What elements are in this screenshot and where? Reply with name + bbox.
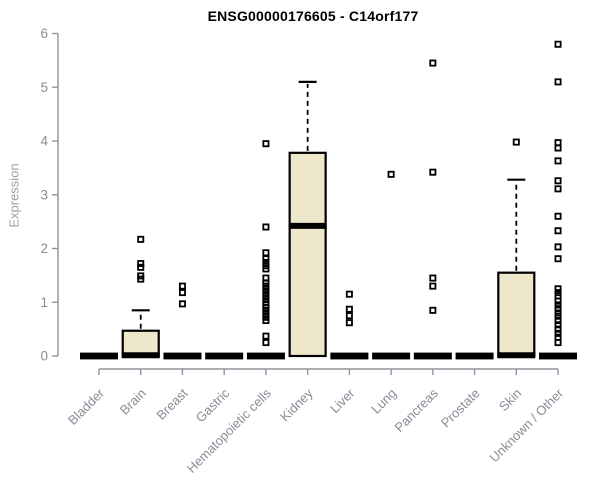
outlier-hematopoietic-cells [262,255,270,263]
outlier-hematopoietic-cells [262,339,270,347]
box-gastric [205,352,244,360]
outlier-unknown-other [554,339,562,347]
chart-title: ENSG00000176605 - C14orf177 [207,8,419,24]
outlier-unknown-other [554,177,562,185]
outlier-brain [137,275,145,283]
outlier-breast [178,300,186,308]
outlier-hematopoietic-cells [262,249,270,257]
x-tick-label-prostate: Prostate [438,386,483,431]
box-skin [497,271,536,358]
x-tick-label-liver: Liver [327,385,358,416]
outlier-unknown-other [554,285,562,293]
box-kidney [288,151,327,358]
outlier-unknown-other [554,139,562,147]
outlier-unknown-other [554,305,562,313]
outlier-skin [512,138,520,146]
box-bladder [80,352,118,360]
outlier-pancreas [429,282,437,290]
x-tick-label-skin: Skin [496,386,524,414]
outlier-unknown-other [554,40,562,48]
box-prostate [455,352,494,360]
box-pancreas [413,352,452,360]
box-unknown-other [539,352,578,360]
outlier-pancreas [429,274,437,282]
outlier-liver [345,290,353,298]
box-lung [372,352,411,360]
outlier-unknown-other [554,185,562,193]
y-tick-label: 3 [40,187,48,202]
outlier-hematopoietic-cells [262,317,270,325]
x-tick-label-bladder: Bladder [65,385,108,428]
y-tick-label: 5 [40,80,48,95]
y-tick-label: 1 [40,295,48,310]
x-tick-label-breast: Breast [153,385,190,422]
outlier-unknown-other [554,144,562,152]
outlier-unknown-other [554,297,562,305]
outlier-liver [345,319,353,327]
outlier-hematopoietic-cells [262,265,270,273]
outlier-unknown-other [554,227,562,235]
x-tick-label-lung: Lung [368,386,399,417]
outlier-unknown-other [554,212,562,220]
outlier-hematopoietic-cells [262,223,270,231]
box-breast [163,352,202,360]
x-tick-label-kidney: Kidney [277,385,316,424]
outlier-breast [178,282,186,290]
outlier-unknown-other [554,243,562,251]
x-tick-label-unknown-other: Unknown / Other [487,385,567,465]
outlier-unknown-other [554,312,562,320]
y-tick-label: 2 [40,241,48,256]
outlier-liver [345,305,353,313]
outlier-breast [178,289,186,297]
box-brain [121,329,160,358]
outlier-pancreas [429,306,437,314]
outlier-pancreas [429,59,437,67]
outlier-hematopoietic-cells [262,332,270,340]
x-tick-label-brain: Brain [117,386,149,418]
y-tick-label: 6 [40,26,48,41]
x-tick-label-gastric: Gastric [193,385,233,425]
outlier-unknown-other [554,78,562,86]
outlier-unknown-other [554,255,562,263]
x-tick-label-pancreas: Pancreas [392,385,442,435]
outlier-brain [137,263,145,271]
outlier-unknown-other [554,321,562,329]
outlier-unknown-other [554,329,562,337]
outlier-pancreas [429,168,437,176]
outlier-brain [137,235,145,243]
outlier-lung [387,170,395,178]
box-hematopoietic-cells [246,352,285,360]
y-tick-label: 4 [40,134,48,149]
outlier-unknown-other [554,157,562,165]
outlier-unknown-other [554,301,562,309]
outlier-brain [137,260,145,268]
outlier-liver [345,312,353,320]
outlier-hematopoietic-cells [262,140,270,148]
box-liver [330,352,369,360]
outlier-unknown-other [554,333,562,341]
y-tick-label: 0 [40,349,48,364]
